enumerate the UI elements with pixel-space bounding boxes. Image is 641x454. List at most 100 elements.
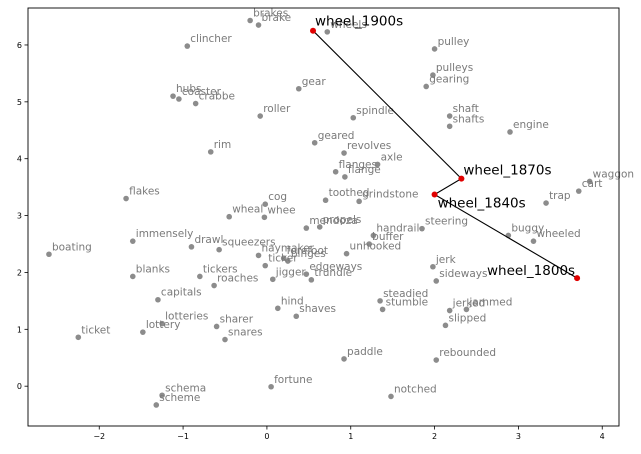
- word-label: steadied: [383, 288, 428, 300]
- y-axis: 0 1 2 3 4 5 6: [17, 41, 28, 391]
- word-point: [431, 46, 438, 52]
- word-point: [423, 83, 429, 90]
- word-point: [129, 273, 136, 280]
- word-point: [153, 402, 160, 408]
- word-label: cog: [268, 191, 287, 203]
- word-label: steering: [425, 216, 468, 228]
- word-point: [129, 238, 136, 244]
- x-tick-label: 2: [432, 432, 437, 441]
- word-point: [222, 336, 228, 343]
- word-label: jigger: [275, 266, 307, 278]
- word-label: scheme: [159, 392, 200, 404]
- word-label: notched: [394, 383, 437, 395]
- path-line: [312, 30, 578, 279]
- word-label: forefoot: [287, 245, 328, 257]
- word-label: flanges: [339, 159, 377, 171]
- word-label: hind: [281, 295, 304, 307]
- word-point: [433, 278, 440, 284]
- word-point: [356, 198, 362, 205]
- path-point: [458, 175, 465, 182]
- word-point: [184, 43, 191, 49]
- word-point: [255, 22, 262, 28]
- word-point: [379, 306, 386, 313]
- word-label: brakes: [253, 8, 288, 20]
- word-label: mendoza: [309, 215, 357, 227]
- word-point: [377, 298, 383, 304]
- path-label: wheel_1870s: [463, 163, 551, 179]
- x-tick-label: −1: [177, 432, 189, 441]
- word-point: [530, 238, 537, 244]
- word-label: crabbe: [199, 91, 235, 103]
- word-label: buffer: [372, 231, 404, 243]
- path-point: [574, 275, 581, 282]
- y-tick-label: 0: [17, 382, 22, 391]
- word-point: [442, 322, 449, 329]
- word-label: ticket: [81, 324, 110, 336]
- word-label: slipped: [448, 312, 486, 324]
- word-label: axle: [381, 151, 403, 163]
- path-label: wheel_1800s: [487, 263, 575, 279]
- word-label: stumble: [386, 296, 429, 308]
- word-point: [430, 263, 436, 270]
- word-label: edgeways: [309, 261, 362, 273]
- word-point: [303, 225, 310, 231]
- word-label: pulleys: [436, 62, 473, 74]
- word-point: [280, 255, 287, 262]
- y-tick-label: 4: [17, 155, 22, 164]
- word-point: [543, 200, 549, 206]
- word-point: [374, 161, 381, 168]
- word-label: haymaker: [262, 242, 315, 254]
- word-label: hubs: [176, 83, 201, 95]
- word-point: [226, 213, 232, 220]
- word-point: [332, 168, 339, 175]
- word-label: capitals: [161, 287, 202, 299]
- word-label: wheels: [330, 19, 367, 31]
- word-point: [261, 214, 268, 221]
- word-point: [140, 329, 146, 335]
- word-point: [507, 129, 513, 135]
- word-label: sideways: [439, 268, 487, 280]
- word-label: whee: [267, 204, 295, 216]
- word-point: [197, 273, 203, 280]
- word-label: revolves: [347, 140, 391, 152]
- word-point: [343, 250, 350, 257]
- y-tick-label: 1: [17, 325, 22, 334]
- word-label: sharer: [220, 313, 254, 325]
- word-point: [366, 241, 372, 247]
- word-label: pulley: [438, 36, 470, 48]
- path-label: wheel_1840s: [438, 196, 526, 212]
- word-label: propels: [323, 214, 362, 226]
- word-point: [419, 225, 425, 232]
- word-label: rim: [214, 139, 231, 151]
- word-label: jerk: [435, 254, 457, 266]
- word-label: jerked: [452, 298, 486, 310]
- word-label: paddle: [347, 346, 383, 358]
- word-label: lotteries: [165, 311, 208, 323]
- word-point: [388, 393, 394, 400]
- word-label: grindstone: [362, 188, 418, 200]
- word-point: [341, 150, 347, 156]
- word-point: [430, 72, 436, 78]
- word-label: jammed: [468, 296, 512, 308]
- word-point: [159, 392, 165, 399]
- word-label: tickers: [203, 263, 238, 275]
- word-label: roaches: [217, 273, 258, 285]
- word-point: [262, 262, 269, 269]
- word-point: [176, 96, 182, 102]
- word-point: [247, 17, 253, 24]
- word-point: [324, 29, 331, 35]
- word-point: [207, 149, 214, 155]
- word-point: [316, 224, 323, 230]
- word-point: [311, 139, 318, 146]
- word-point: [257, 113, 264, 119]
- word-point: [575, 188, 582, 194]
- word-point: [269, 276, 276, 283]
- word-point: [446, 113, 453, 119]
- word-point: [159, 320, 165, 327]
- word-label: spindle: [356, 105, 394, 117]
- word-label: trundle: [314, 267, 352, 279]
- word-label: flakes: [129, 186, 160, 198]
- x-tick-label: −2: [93, 432, 105, 441]
